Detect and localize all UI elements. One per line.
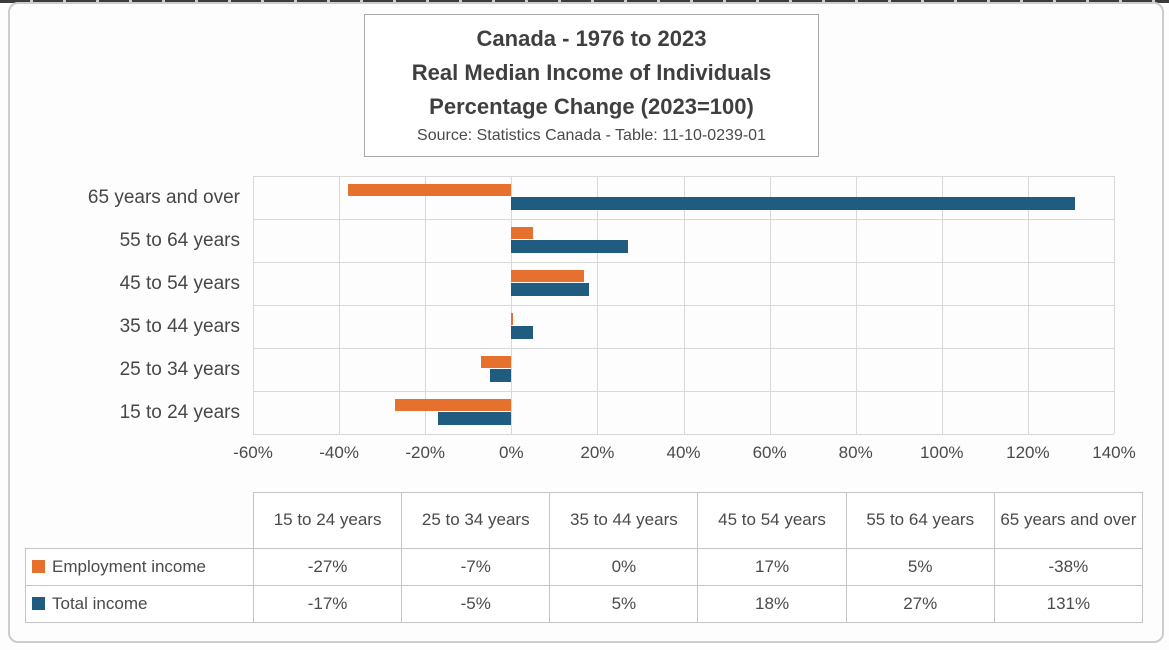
category-label: 65 years and over: [87, 186, 240, 208]
x-axis-tick-label: 100%: [920, 443, 964, 462]
bar-total-income: [511, 240, 628, 253]
bar-employment-income: [395, 399, 512, 411]
table-header-cell: 45 to 54 years: [697, 492, 847, 549]
chart-title-line-3: Percentage Change (2023=100): [429, 94, 754, 119]
category-label: 45 to 54 years: [119, 272, 240, 294]
category-label: 15 to 24 years: [119, 401, 240, 423]
bar-employment-income: [511, 270, 585, 282]
x-axis-tick-label: 40%: [666, 443, 701, 462]
bar-employment-income: [347, 184, 512, 196]
bar-total-income: [511, 197, 1076, 210]
table-header-cell: 65 years and over: [993, 492, 1143, 549]
bar-employment-income: [481, 356, 512, 368]
data-table: 15 to 24 years 25 to 34 years 35 to 44 yea…: [25, 492, 1143, 623]
chart-title-line-1: Canada - 1976 to 2023: [476, 26, 707, 51]
x-axis-tick-label: 60%: [752, 443, 787, 462]
top-edge-line: [0, 0, 1169, 3]
horizontal-gridline: [253, 434, 1114, 435]
chart-title-box: Canada - 1976 to 2023 Real Median Income…: [364, 14, 819, 157]
table-row-header: Employment income: [25, 548, 254, 586]
x-axis-tick-label: 20%: [580, 443, 615, 462]
horizontal-gridline: [253, 391, 1114, 392]
table-value-cell: 5%: [845, 548, 995, 586]
x-axis-tick-label: 120%: [1006, 443, 1050, 462]
table-value-cell: -17%: [252, 585, 403, 623]
table-row: Employment income -27% -7% 0% 17% 5% -38%: [25, 548, 1143, 586]
x-axis-tick-label: 0%: [499, 443, 524, 462]
horizontal-gridline: [253, 176, 1114, 177]
table-corner-cell: [26, 493, 254, 549]
table-value-cell: -7%: [401, 548, 551, 586]
bar-employment-income: [511, 313, 514, 325]
chart-title-line-2: Real Median Income of Individuals: [411, 60, 772, 85]
x-axis-tick-label: 140%: [1092, 443, 1136, 462]
vertical-gridline: [1114, 176, 1115, 434]
table-value-cell: -5%: [401, 585, 551, 623]
bar-total-income: [489, 369, 512, 382]
category-label: 25 to 34 years: [119, 358, 240, 380]
legend-swatch-icon: [32, 559, 45, 573]
table-header-cell: 25 to 34 years: [401, 492, 551, 549]
table-value-cell: 27%: [845, 585, 995, 623]
bar-total-income: [511, 283, 589, 296]
x-axis-tick-label: 80%: [838, 443, 873, 462]
table-header-cell: 35 to 44 years: [549, 492, 699, 549]
x-axis-tick-label: -20%: [405, 443, 446, 462]
table-header-cell: 15 to 24 years: [252, 492, 403, 549]
horizontal-gridline: [253, 262, 1114, 263]
table-value-cell: 18%: [697, 585, 847, 623]
bar-total-income: [511, 326, 533, 339]
horizontal-gridline: [253, 219, 1114, 220]
table-row-header: Total income: [25, 585, 254, 623]
x-axis-tick-label: -40%: [319, 443, 359, 462]
legend-swatch-icon: [32, 596, 45, 610]
table-value-cell: 17%: [697, 548, 847, 586]
bar-total-income: [438, 412, 512, 425]
table-header-cell: 55 to 64 years: [845, 492, 995, 549]
chart-source-note: Source: Statistics Canada - Table: 11-10…: [417, 127, 766, 144]
table-value-cell: 5%: [549, 585, 699, 623]
category-label: 35 to 44 years: [119, 315, 240, 337]
table-value-cell: 0%: [549, 548, 699, 586]
x-axis-tick-label: -60%: [233, 443, 273, 462]
table-value-cell: -27%: [252, 548, 403, 586]
horizontal-gridline: [253, 305, 1114, 306]
bar-employment-income: [511, 227, 533, 239]
horizontal-gridline: [253, 348, 1114, 349]
category-label: 55 to 64 years: [119, 229, 240, 251]
table-value-cell: 131%: [993, 585, 1143, 623]
table-value-cell: -38%: [993, 548, 1143, 586]
table-row: Total income -17% -5% 5% 18% 27% 131%: [25, 585, 1143, 623]
